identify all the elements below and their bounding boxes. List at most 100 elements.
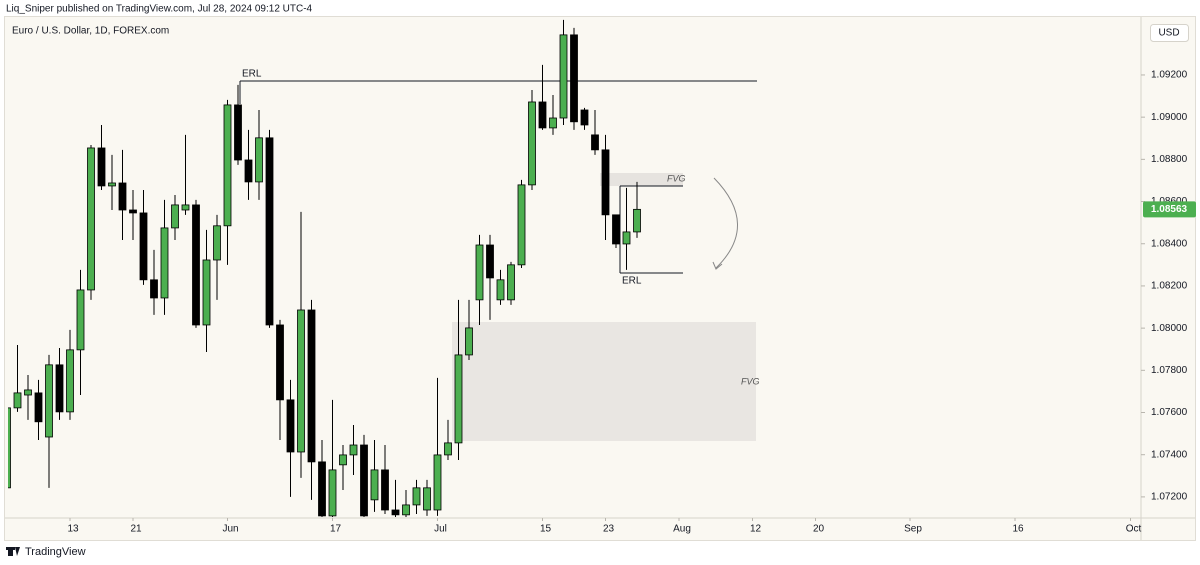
y-tick-label: 1.08200 — [1151, 281, 1188, 292]
candle-body — [538, 101, 547, 129]
candle-body — [580, 109, 589, 126]
last-price-label: 1.08563 — [1151, 204, 1188, 215]
publisher-line: Liq_Sniper published on TradingView.com,… — [6, 4, 313, 15]
x-tick-label: 16 — [1012, 524, 1024, 535]
x-tick-label: Aug — [673, 524, 691, 535]
candle-body — [244, 159, 253, 183]
candle-body — [24, 389, 32, 396]
candle-body — [391, 509, 400, 516]
annotation: ERL — [622, 276, 642, 287]
candle-body — [160, 227, 169, 299]
candle-body — [8, 407, 11, 489]
candle-body — [339, 454, 347, 466]
projection-arrow — [713, 177, 738, 269]
candle-body — [181, 204, 190, 211]
annotation: ERL — [242, 69, 262, 80]
candle-body — [454, 354, 463, 444]
candle-body — [192, 204, 200, 326]
candle-body — [423, 487, 431, 511]
candle-body — [276, 324, 284, 401]
y-tick-label: 1.07600 — [1151, 407, 1188, 418]
candle-body — [286, 399, 295, 453]
candles — [8, 19, 641, 517]
candle-body — [55, 364, 64, 413]
candle-body — [444, 442, 452, 456]
candle-body — [465, 327, 473, 356]
candle-body — [34, 392, 43, 423]
x-tick-label: Jun — [222, 524, 238, 535]
y-tick-label: 1.08400 — [1151, 238, 1188, 249]
candle-body — [412, 487, 421, 506]
last-price-box — [1143, 201, 1196, 218]
candle-body — [318, 461, 326, 517]
candle-body — [66, 349, 74, 413]
candle-body — [97, 147, 106, 187]
x-tick-label: 20 — [813, 524, 825, 535]
candle-body — [370, 469, 379, 501]
candle-body — [118, 182, 127, 211]
fvg-zone — [600, 173, 683, 186]
candle-body — [265, 137, 274, 326]
annotation: FVG — [741, 376, 760, 386]
candle-body — [202, 259, 211, 326]
symbol-title: Euro / U.S. Dollar, 1D, FOREX.com — [12, 26, 169, 37]
drawings: ERL ERL FVG FVG — [239, 69, 760, 441]
candle-body — [234, 104, 242, 161]
candle-body — [76, 289, 85, 351]
candle-body — [402, 504, 410, 516]
candle-body — [255, 137, 263, 183]
footer-logo: TradingView — [6, 546, 86, 558]
candle-body — [507, 264, 515, 301]
logo-mark — [15, 547, 20, 556]
candle-body — [307, 309, 316, 463]
candle-body — [108, 182, 116, 187]
candle-body — [360, 444, 368, 517]
candle-body — [612, 214, 620, 245]
y-tick-label: 1.07400 — [1151, 449, 1188, 460]
x-tick-label: 21 — [130, 524, 142, 535]
candle-body — [601, 149, 610, 216]
y-tick-label: 1.07800 — [1151, 365, 1188, 376]
currency-label[interactable]: USD — [1158, 28, 1179, 39]
candle-body — [213, 225, 221, 261]
y-tick-label: 1.09200 — [1151, 70, 1188, 81]
y-tick-label: 1.08000 — [1151, 323, 1188, 334]
candle-body — [622, 231, 631, 245]
x-tick-label: 15 — [540, 524, 552, 535]
candle-body — [87, 147, 95, 291]
candle-body — [381, 469, 389, 511]
candle-body — [171, 204, 179, 229]
candle-body — [129, 209, 137, 214]
candle-body — [570, 34, 578, 123]
x-tick-label: 23 — [603, 524, 615, 535]
candle-body — [475, 244, 484, 301]
currency-button[interactable] — [1150, 24, 1189, 42]
arrow-head — [712, 261, 723, 270]
candle-body — [13, 392, 22, 409]
candle-body — [528, 101, 536, 186]
candle-body — [223, 104, 232, 227]
x-tick-label: 17 — [330, 524, 342, 535]
x-tick-label: Oct — [1126, 524, 1142, 535]
annotation: FVG — [667, 173, 686, 183]
x-tick-label: 12 — [750, 524, 762, 535]
candle-body — [349, 444, 358, 456]
y-tick-label: 1.08800 — [1151, 154, 1188, 165]
candle-body — [559, 34, 568, 119]
y-tick-label: 1.09000 — [1151, 112, 1188, 123]
x-tick-label: Jul — [434, 524, 447, 535]
candle-body — [517, 184, 526, 266]
candle-body — [328, 469, 337, 517]
logo-mark — [6, 547, 15, 550]
candle-body — [591, 134, 599, 151]
candle-body — [486, 244, 494, 279]
x-tick-label: Sep — [904, 524, 922, 535]
y-tick-label: 1.07200 — [1151, 492, 1188, 503]
logo-mark — [8, 547, 13, 556]
candle-body — [297, 309, 305, 453]
candle-body — [139, 212, 148, 281]
candle-body — [45, 364, 53, 438]
candle-body — [549, 117, 557, 129]
